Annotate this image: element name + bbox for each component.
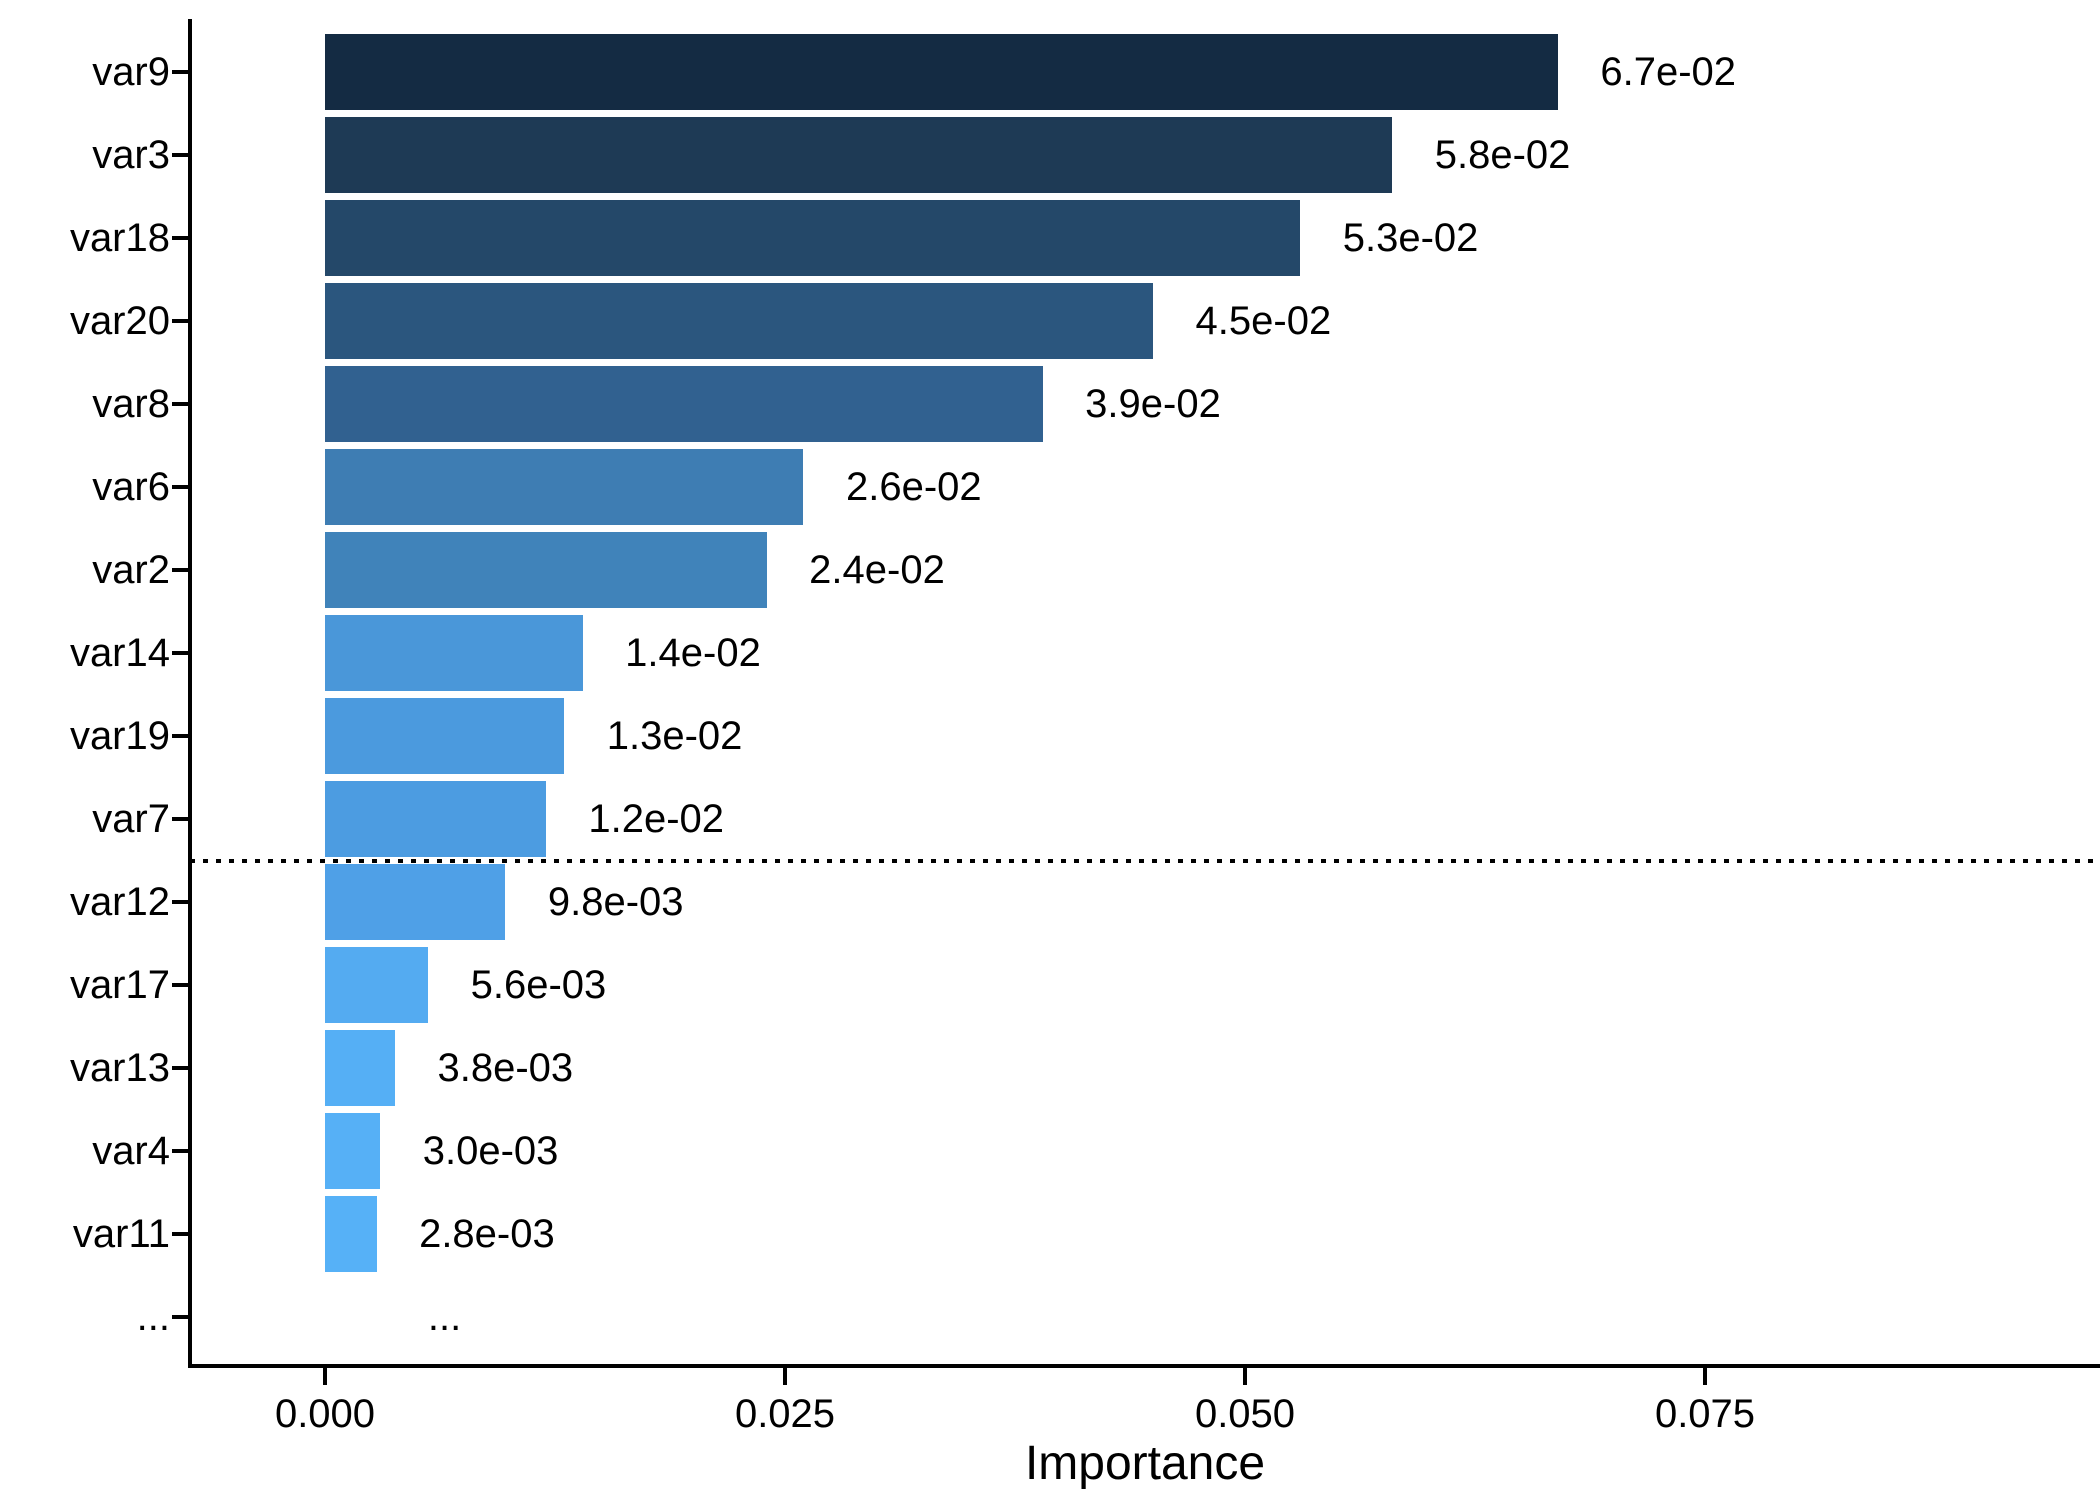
bar-var11 [325, 1196, 377, 1272]
bar-value-label: ... [427, 1295, 462, 1339]
bar-value-label: 9.8e-03 [547, 880, 684, 924]
y-axis-tick-label: var17 [69, 963, 170, 1007]
y-axis-tick-label: var3 [92, 133, 170, 177]
x-tick-mark [1243, 1368, 1247, 1385]
y-axis-tick-label: var8 [92, 382, 170, 426]
y-axis-tick-label: var11 [72, 1212, 170, 1256]
y-tick-mark [172, 1315, 188, 1319]
y-tick-mark [172, 70, 188, 74]
bar-var18 [325, 200, 1301, 276]
bar-value-label: 2.4e-02 [809, 548, 945, 592]
bar-var8 [325, 366, 1043, 442]
y-tick-mark [172, 1149, 188, 1153]
bar-value-label: 3.0e-03 [422, 1129, 559, 1173]
y-tick-mark [172, 983, 188, 987]
y-axis-tick-label: var9 [92, 50, 170, 94]
y-axis-tick-label: var12 [69, 880, 170, 924]
bar-value-label: 3.8e-03 [437, 1046, 574, 1090]
y-tick-mark [172, 1066, 188, 1070]
bar-value-label: 1.3e-02 [606, 714, 743, 758]
y-axis-tick-label: var7 [92, 797, 170, 841]
y-tick-mark [172, 153, 188, 157]
y-tick-mark [172, 319, 188, 323]
y-axis-tick-label: var13 [69, 1046, 170, 1090]
bar-var12 [325, 864, 506, 940]
y-tick-mark [172, 485, 188, 489]
y-tick-mark [172, 236, 188, 240]
bar-value-label: 5.8e-02 [1434, 133, 1571, 177]
bar-value-label: 5.6e-03 [470, 963, 607, 1007]
bar-var6 [325, 449, 804, 525]
x-tick-mark [323, 1368, 327, 1385]
y-tick-mark [172, 651, 188, 655]
bar-var20 [325, 283, 1153, 359]
y-axis-tick-label: var20 [69, 299, 170, 343]
x-tick-mark [783, 1368, 787, 1385]
bar-var9 [325, 34, 1558, 110]
y-axis-tick-label: ... [136, 1295, 170, 1339]
y-axis-tick-label: var2 [92, 548, 170, 592]
y-tick-mark [172, 568, 188, 572]
bar-value-label: 6.7e-02 [1600, 50, 1737, 94]
bar-var7 [325, 781, 546, 857]
x-axis-title: Importance [1024, 1437, 1266, 1490]
y-tick-mark [172, 900, 188, 904]
bar-value-label: 3.9e-02 [1085, 382, 1221, 426]
y-tick-mark [172, 734, 188, 738]
y-axis-tick-label: var6 [92, 465, 170, 509]
bar-var19 [325, 698, 565, 774]
bar-var13 [325, 1030, 395, 1106]
bar-value-label: 2.6e-02 [845, 465, 982, 509]
bar-value-label: 4.5e-02 [1195, 299, 1332, 343]
threshold-dotted-line [190, 858, 2100, 863]
bar-var4 [325, 1113, 381, 1189]
y-tick-mark [172, 1232, 188, 1236]
x-axis-tick-label: 0.000 [274, 1392, 376, 1436]
bar-value-label: 1.2e-02 [588, 797, 725, 841]
x-axis-line [188, 1364, 2100, 1368]
y-axis-tick-label: var19 [69, 714, 170, 758]
x-tick-mark [1703, 1368, 1707, 1385]
bar-var14 [325, 615, 583, 691]
y-tick-mark [172, 817, 188, 821]
bar-value-label: 2.8e-03 [419, 1212, 555, 1256]
y-axis-tick-label: var18 [69, 216, 170, 260]
y-axis-line [188, 19, 192, 1368]
bar-var3 [325, 117, 1393, 193]
bar-var17 [325, 947, 429, 1023]
bar-value-label: 5.3e-02 [1342, 216, 1479, 260]
y-tick-mark [172, 402, 188, 406]
y-axis-tick-label: var14 [69, 631, 170, 675]
bar-var2 [325, 532, 767, 608]
x-axis-tick-label: 0.075 [1654, 1392, 1756, 1436]
x-axis-tick-label: 0.050 [1194, 1392, 1296, 1436]
x-axis-tick-label: 0.025 [734, 1392, 836, 1436]
y-axis-tick-label: var4 [92, 1129, 170, 1173]
bar-value-label: 1.4e-02 [625, 631, 761, 675]
